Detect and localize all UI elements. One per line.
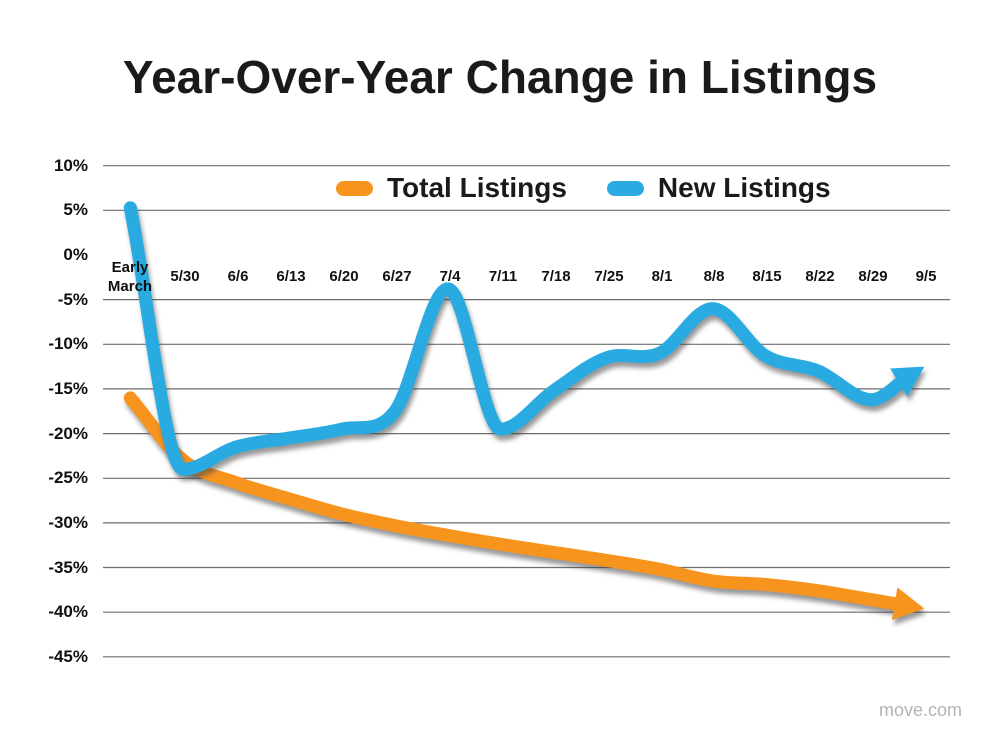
legend-item-total-listings: Total Listings bbox=[336, 172, 567, 204]
xtick-5-30: 5/30 bbox=[170, 268, 200, 285]
xtick-8-1: 8/1 bbox=[651, 268, 673, 285]
total-listings-series bbox=[123, 391, 925, 620]
xtick-8-15: 8/15 bbox=[752, 268, 782, 285]
xtick-8-8: 8/8 bbox=[703, 268, 725, 285]
ytick--5: -5% bbox=[57, 290, 88, 309]
legend-item-new-listings: New Listings bbox=[606, 172, 831, 204]
ytick--45: -45% bbox=[48, 647, 88, 666]
total-listings-swatch bbox=[336, 180, 373, 196]
xtick-7-18: 7/18 bbox=[541, 268, 571, 285]
ytick--25: -25% bbox=[48, 468, 88, 487]
xtick-6-20: 6/20 bbox=[329, 268, 359, 285]
ytick--40: -40% bbox=[48, 602, 88, 621]
xtick-9-5: 9/5 bbox=[915, 268, 937, 285]
xtick-7-4: 7/4 bbox=[439, 268, 461, 285]
xtick-7-25: 7/25 bbox=[594, 268, 624, 285]
watermark: move.com bbox=[878, 700, 962, 720]
new-listings-series bbox=[123, 201, 925, 476]
xtick-8-29: 8/29 bbox=[858, 268, 888, 285]
new-listings-swatch bbox=[606, 180, 644, 196]
ytick--20: -20% bbox=[48, 424, 88, 443]
new-listings-arrowhead bbox=[890, 366, 925, 397]
xtick-early-march: Early March bbox=[107, 259, 153, 295]
xtick-6-13: 6/13 bbox=[276, 268, 306, 285]
ytick--35: -35% bbox=[48, 558, 88, 577]
total-listings-arrowhead bbox=[891, 587, 925, 620]
xtick-6-27: 6/27 bbox=[382, 268, 412, 285]
new-listings-line bbox=[123, 201, 916, 476]
ytick-0: 0% bbox=[63, 245, 88, 264]
ytick-10: 10% bbox=[53, 156, 88, 175]
legend: Total Listings New Listings bbox=[336, 172, 831, 204]
ytick-5: 5% bbox=[63, 200, 88, 219]
xtick-7-11: 7/11 bbox=[488, 268, 518, 285]
xtick-8-22: 8/22 bbox=[805, 268, 835, 285]
chart-title: Year-Over-Year Change in Listings bbox=[122, 51, 878, 103]
xtick-6-6: 6/6 bbox=[227, 268, 249, 285]
ytick--30: -30% bbox=[48, 513, 88, 532]
legend-label-total-listings: Total Listings bbox=[387, 172, 567, 203]
total-listings-line bbox=[123, 391, 913, 613]
ytick--10: -10% bbox=[48, 334, 88, 353]
gridlines bbox=[103, 165, 950, 658]
ytick--15: -15% bbox=[48, 379, 88, 398]
legend-label-new-listings: New Listings bbox=[657, 172, 831, 203]
